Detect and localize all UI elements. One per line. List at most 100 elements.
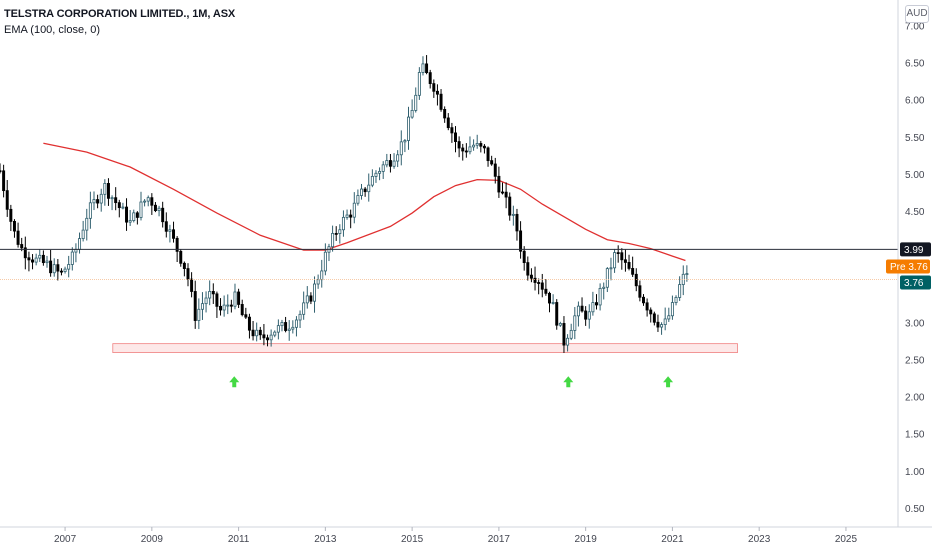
candle-up — [287, 328, 291, 331]
candle-down — [172, 229, 176, 239]
candle-down — [41, 254, 45, 264]
candle-down — [193, 291, 197, 321]
candle-up — [291, 326, 295, 330]
candle-up — [667, 315, 671, 320]
candle-down — [623, 259, 627, 263]
candle-up — [403, 140, 407, 143]
candle-up — [157, 207, 161, 212]
candle-down — [215, 293, 219, 307]
candle-up — [128, 220, 132, 223]
candle-down — [454, 132, 457, 142]
candle-up — [399, 141, 403, 156]
y-tick-label: 6.00 — [905, 96, 925, 107]
candle-up — [92, 199, 96, 204]
candle-down — [334, 233, 338, 235]
candle-down — [493, 163, 497, 177]
candle-up — [573, 315, 577, 331]
y-tick-label: 5.50 — [905, 133, 925, 144]
candle-up — [591, 302, 595, 313]
candle-up — [685, 273, 689, 276]
candle-up — [414, 94, 418, 111]
candle-up — [45, 260, 49, 264]
candle-up — [208, 291, 212, 299]
candle-up — [67, 264, 71, 270]
candle-up — [298, 313, 302, 321]
candle-down — [631, 268, 635, 275]
candle-down — [627, 262, 631, 269]
candle-down — [504, 191, 508, 198]
candle-down — [519, 230, 523, 252]
candle-up — [103, 183, 107, 195]
x-tick-label: 2015 — [401, 534, 424, 545]
y-tick-label: 0.50 — [905, 504, 925, 515]
support-zone-layer — [112, 343, 738, 353]
up-arrow-icon — [563, 376, 574, 388]
candle-down — [649, 309, 653, 315]
candle-up — [38, 254, 42, 259]
indicator-label[interactable]: EMA (100, close, 0) — [4, 24, 100, 36]
candle-down — [490, 160, 494, 165]
candle-down — [2, 170, 6, 192]
candle-down — [508, 196, 512, 216]
candle-up — [356, 195, 360, 204]
arrows-layer — [229, 376, 674, 388]
candle-up — [99, 193, 103, 204]
candle-up — [360, 188, 363, 196]
candle-down — [219, 305, 223, 311]
candle-up — [200, 303, 204, 310]
candle-up — [255, 329, 259, 337]
currency-button[interactable]: AUD — [905, 5, 929, 23]
candle-down — [237, 291, 241, 305]
candle-up — [569, 329, 573, 339]
candle-up — [139, 201, 143, 218]
candle-down — [486, 147, 490, 162]
candle-down — [595, 302, 598, 306]
x-tick-label: 2013 — [314, 534, 337, 545]
candle-down — [12, 220, 16, 232]
candle-down — [497, 175, 501, 193]
candle-up — [670, 302, 674, 317]
candle-down — [49, 260, 53, 274]
candle-up — [302, 302, 306, 315]
support-zone — [112, 343, 738, 353]
candle-down — [20, 244, 24, 249]
time-axis[interactable]: 2007 2009 2011 2013 2015 2017 2019 2021 2023 2025 — [54, 527, 858, 545]
candle-down — [240, 304, 244, 316]
candle-up — [660, 324, 664, 328]
x-tick-label: 2007 — [54, 534, 77, 545]
candle-up — [222, 304, 226, 311]
candle-up — [678, 284, 682, 298]
candle-down — [186, 268, 190, 280]
candle-down — [251, 329, 255, 337]
candle-up — [587, 311, 591, 320]
candle-up — [323, 251, 327, 272]
candle-up — [392, 160, 396, 167]
candle-down — [464, 150, 468, 153]
candle-down — [27, 257, 31, 261]
candle-up — [338, 229, 342, 234]
candle-down — [59, 270, 63, 273]
ema-line-layer — [43, 142, 686, 262]
candle-down — [96, 199, 100, 204]
candle-up — [276, 325, 280, 333]
symbol-title[interactable]: TELSTRA CORPORATION LIMITED., 1M, ASX — [4, 8, 236, 20]
candle-down — [526, 262, 530, 276]
candle-down — [153, 204, 157, 212]
candle-up — [663, 318, 667, 325]
candle-up — [609, 267, 613, 270]
candle-up — [367, 184, 371, 193]
candle-down — [309, 295, 313, 302]
candle-up — [417, 72, 421, 96]
candle-up — [396, 154, 400, 162]
candle-down — [190, 278, 194, 292]
candle-up — [345, 214, 349, 218]
candle-up — [70, 251, 74, 265]
candle-up — [63, 268, 67, 272]
price-levels-layer — [0, 248, 898, 280]
candle-down — [620, 252, 624, 261]
candle-up — [674, 297, 678, 303]
candle-down — [522, 250, 526, 264]
candle-up — [316, 279, 320, 285]
candle-down — [9, 208, 13, 222]
